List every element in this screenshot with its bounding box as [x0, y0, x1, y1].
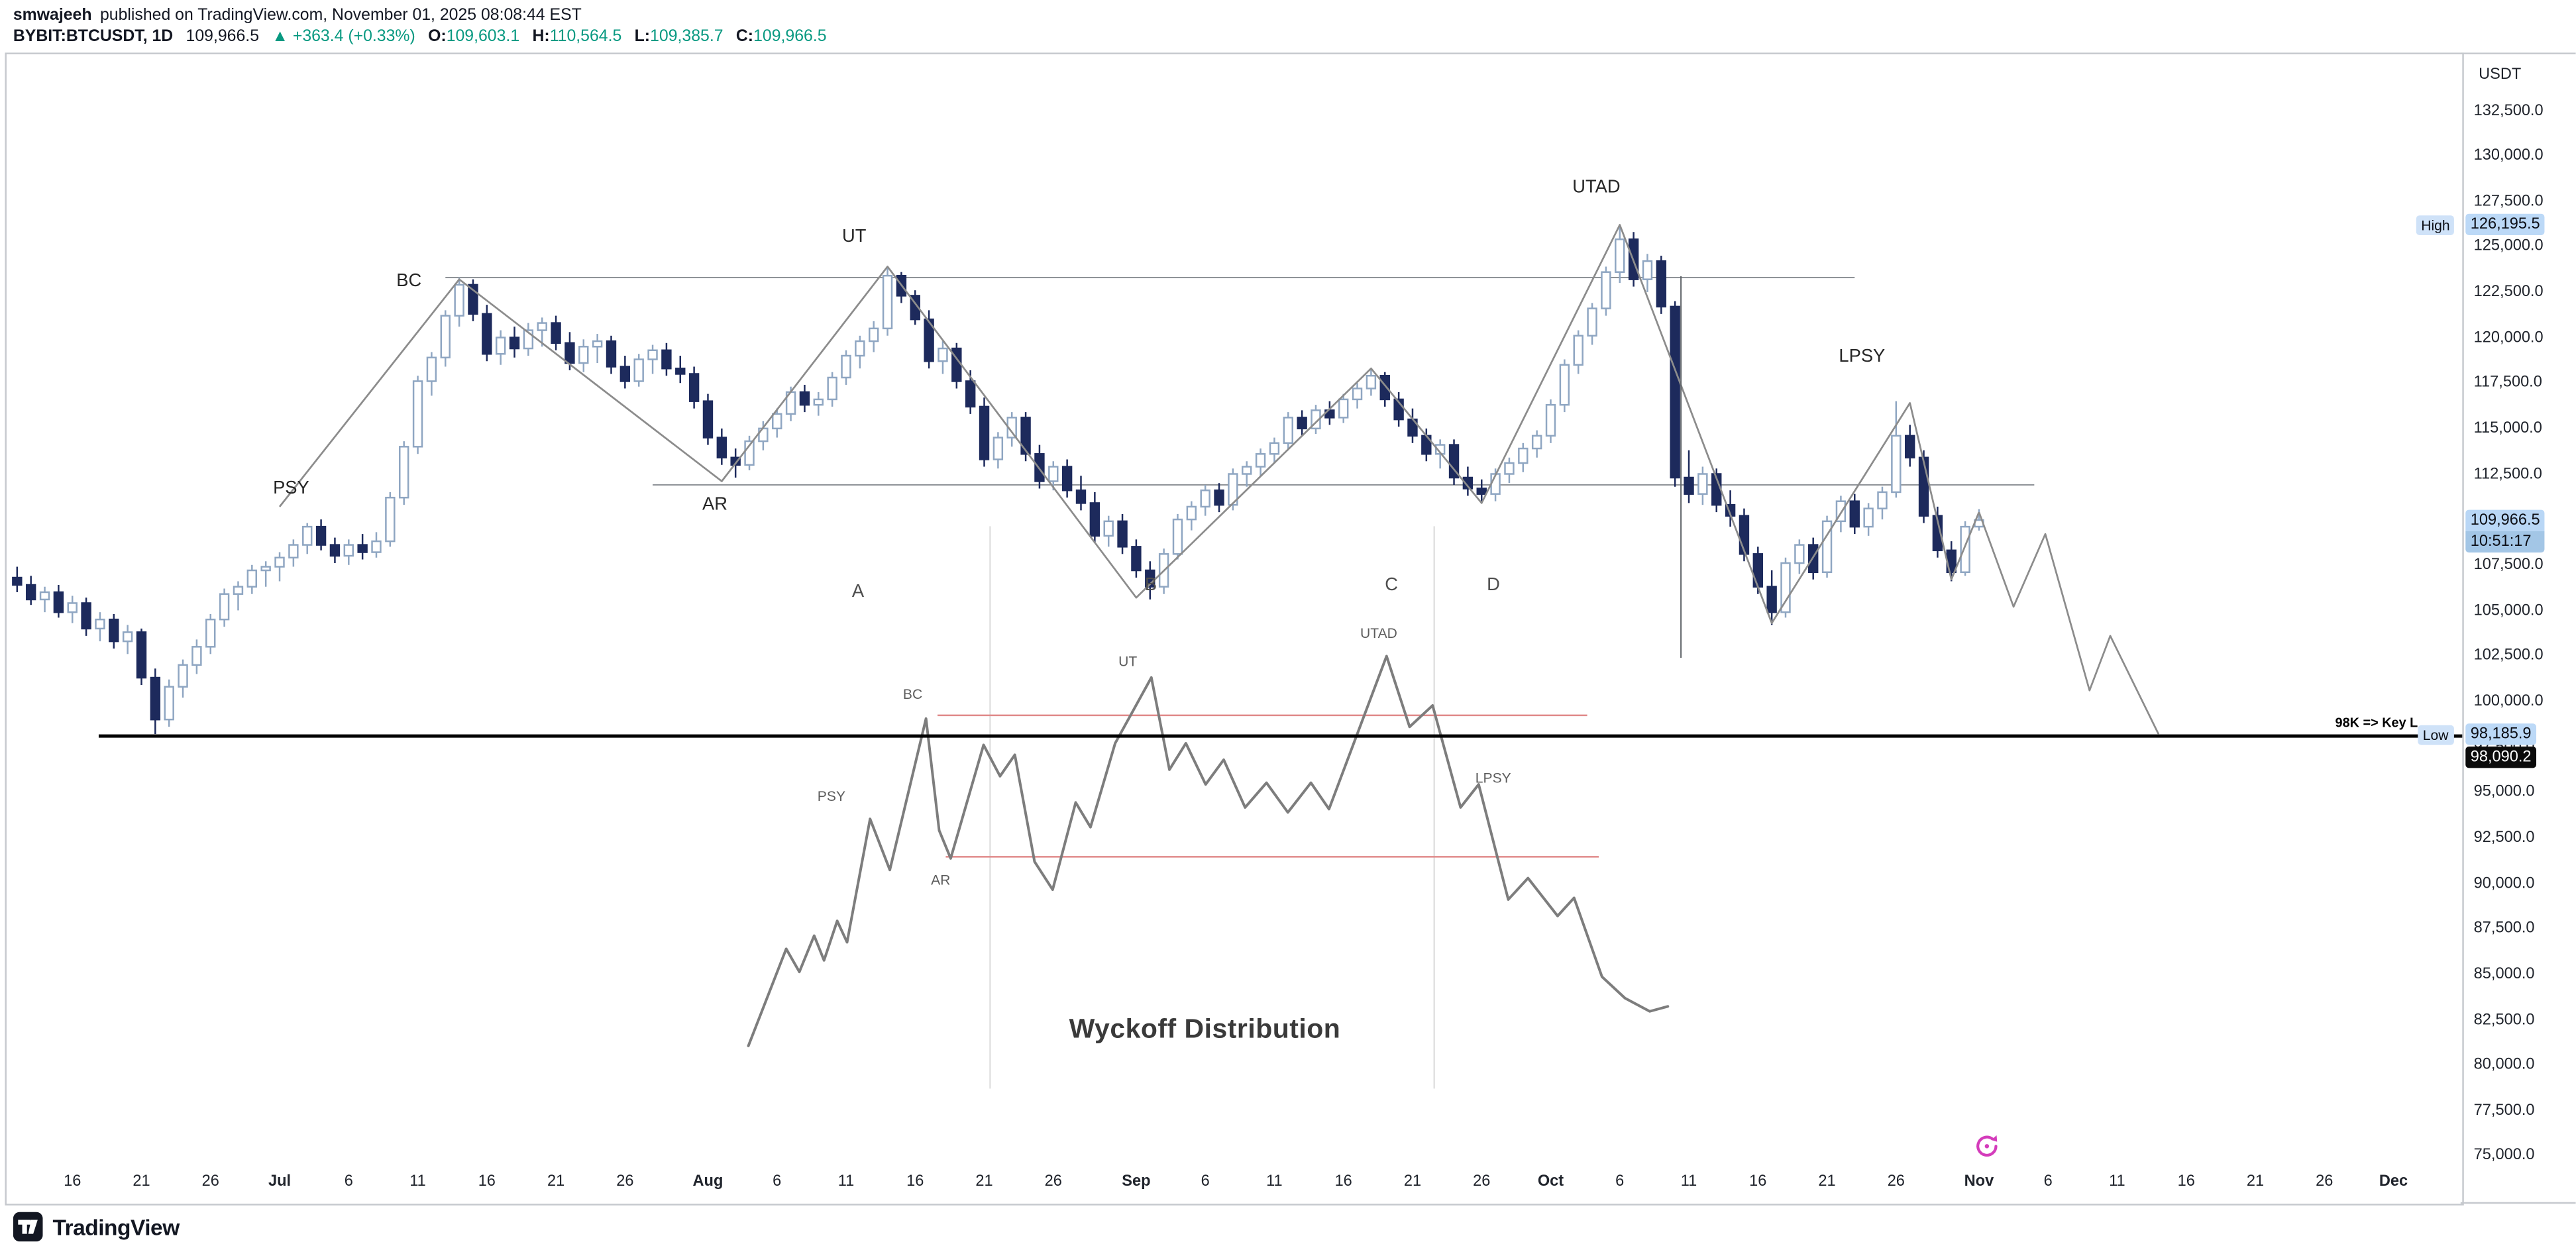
- time-tick: Oct: [1537, 1172, 1564, 1191]
- price-tick: 115,000.0: [2473, 419, 2542, 438]
- support-resistance-lines: [445, 276, 2035, 486]
- time-tick: 21: [2246, 1172, 2265, 1191]
- price-tick: 122,500.0: [2473, 283, 2544, 301]
- close-value: 109,966.5: [753, 28, 827, 46]
- author-name: smwajeeh: [13, 6, 92, 25]
- schematic-phase-lines: [989, 526, 1435, 1089]
- last-price: 109,966.5: [186, 28, 260, 46]
- price-axis-currency: USDT: [2479, 66, 2522, 84]
- price-tick: 117,500.0: [2473, 374, 2542, 392]
- time-tick: 16: [64, 1172, 81, 1191]
- time-tick: 11: [2109, 1172, 2125, 1191]
- time-tick: Dec: [2379, 1172, 2408, 1191]
- price-tick: 100,000.0: [2473, 692, 2544, 711]
- time-tick: 26: [201, 1172, 219, 1191]
- low-value: 109,385.7: [650, 28, 724, 46]
- schematic-red-lines: [938, 714, 1599, 858]
- open-label: O:: [428, 28, 447, 46]
- time-tick: 16: [1749, 1172, 1767, 1191]
- price-tick: 92,500.0: [2473, 828, 2535, 847]
- time-tick: 6: [2043, 1172, 2053, 1191]
- price-tick: 125,000.0: [2473, 237, 2544, 256]
- time-tick: 26: [1887, 1172, 1905, 1191]
- chart-frame: [5, 52, 2464, 1206]
- key-level-price-chip: 98,090.2: [2465, 747, 2536, 768]
- time-tick: 21: [1403, 1172, 1422, 1191]
- time-tick: Jul: [268, 1172, 292, 1191]
- price-tick: 77,500.0: [2473, 1101, 2535, 1120]
- time-tick: Nov: [1964, 1172, 1994, 1191]
- time-axis[interactable]: 16 21 26 Jul 6 11 16 21 26 Aug 6 11 16 21 26 Sep 6 11 16 21…: [5, 1165, 2460, 1202]
- high-label: H:: [532, 28, 550, 46]
- time-tick: 26: [2316, 1172, 2334, 1191]
- price-tick: 80,000.0: [2473, 1056, 2535, 1074]
- time-tick: 16: [478, 1172, 496, 1191]
- price-tick: 90,000.0: [2473, 874, 2535, 892]
- time-tick: 21: [975, 1172, 993, 1191]
- time-tick: 26: [1044, 1172, 1062, 1191]
- tradingview-brand-text: TradingView: [52, 1214, 180, 1239]
- price-tick: 102,500.0: [2473, 647, 2544, 665]
- wyckoff-distribution-title: Wyckoff Distribution: [1069, 1014, 1341, 1045]
- close-label: C:: [735, 28, 754, 46]
- events-icon[interactable]: [1974, 1133, 2000, 1159]
- price-tick: 130,000.0: [2473, 146, 2544, 165]
- time-tick: 6: [1615, 1172, 1625, 1191]
- time-tick: Sep: [1122, 1172, 1151, 1191]
- time-tick: 6: [344, 1172, 353, 1191]
- price-axis[interactable]: 132,500.0 130,000.0 127,500.0 125,000.0 122,…: [2462, 52, 2575, 1202]
- time-tick: Aug: [692, 1172, 724, 1191]
- high-marker-chip: High: [2416, 215, 2455, 235]
- time-tick: 16: [2177, 1172, 2195, 1191]
- publish-info-line: smwajeeh published on TradingView.com, No…: [13, 7, 582, 25]
- bar-countdown: 10:51:17: [2465, 531, 2546, 553]
- price-tick: 82,500.0: [2473, 1010, 2535, 1029]
- frame-bottom-extension: [2460, 1202, 2576, 1204]
- time-tick: 11: [1680, 1172, 1697, 1191]
- high-value: 110,564.5: [549, 28, 622, 46]
- last-price-value: 109,966.5: [2465, 509, 2546, 531]
- tradingview-logo[interactable]: TradingView: [13, 1212, 180, 1242]
- price-change: ▲ +363.4 (+0.33%): [272, 28, 415, 46]
- key-level-note: 98K => Key L: [2335, 715, 2418, 731]
- price-tick: 75,000.0: [2473, 1147, 2535, 1165]
- time-tick: 16: [1334, 1172, 1352, 1191]
- time-tick: 21: [133, 1172, 150, 1191]
- time-tick: 6: [1201, 1172, 1210, 1191]
- price-tick: 105,000.0: [2473, 601, 2544, 620]
- time-tick: 21: [547, 1172, 565, 1191]
- low-price-chip: 98,185.9: [2465, 723, 2536, 745]
- wyckoff-schematic-path: [747, 654, 1670, 1047]
- price-tick: 107,500.0: [2473, 556, 2544, 574]
- time-tick: 26: [1473, 1172, 1491, 1191]
- time-tick: 11: [409, 1172, 426, 1191]
- low-label: L:: [634, 28, 651, 46]
- price-tick: 95,000.0: [2473, 783, 2535, 802]
- symbol-title[interactable]: BYBIT:BTCUSDT, 1D: [13, 28, 174, 46]
- time-tick: 26: [616, 1172, 634, 1191]
- publish-meta: published on TradingView.com, November 0…: [99, 6, 582, 25]
- price-tick: 120,000.0: [2473, 328, 2544, 347]
- high-price-chip: 126,195.5: [2465, 213, 2546, 235]
- time-tick: 16: [906, 1172, 924, 1191]
- last-price-chip: 109,966.5 10:51:17: [2465, 509, 2546, 553]
- candles-layer: [12, 225, 1984, 735]
- price-tick: 132,500.0: [2473, 101, 2544, 119]
- time-tick: 21: [1818, 1172, 1836, 1191]
- time-tick: 11: [1266, 1172, 1283, 1191]
- open-value: 109,603.1: [446, 28, 520, 46]
- symbol-info-line: BYBIT:BTCUSDT, 1D 109,966.5 ▲ +363.4 (+0…: [13, 28, 827, 46]
- price-tick: 85,000.0: [2473, 964, 2535, 984]
- time-tick: 11: [837, 1172, 855, 1191]
- frame-top-extension: [2460, 52, 2576, 54]
- low-marker-chip: Low: [2418, 725, 2453, 745]
- tradingview-logo-icon: [13, 1212, 43, 1242]
- price-tick: 87,500.0: [2473, 919, 2535, 938]
- price-tick: 112,500.0: [2473, 464, 2542, 484]
- price-tick: 127,500.0: [2473, 191, 2544, 211]
- trend-zigzag-layer: [278, 224, 2160, 735]
- time-tick: 6: [773, 1172, 782, 1191]
